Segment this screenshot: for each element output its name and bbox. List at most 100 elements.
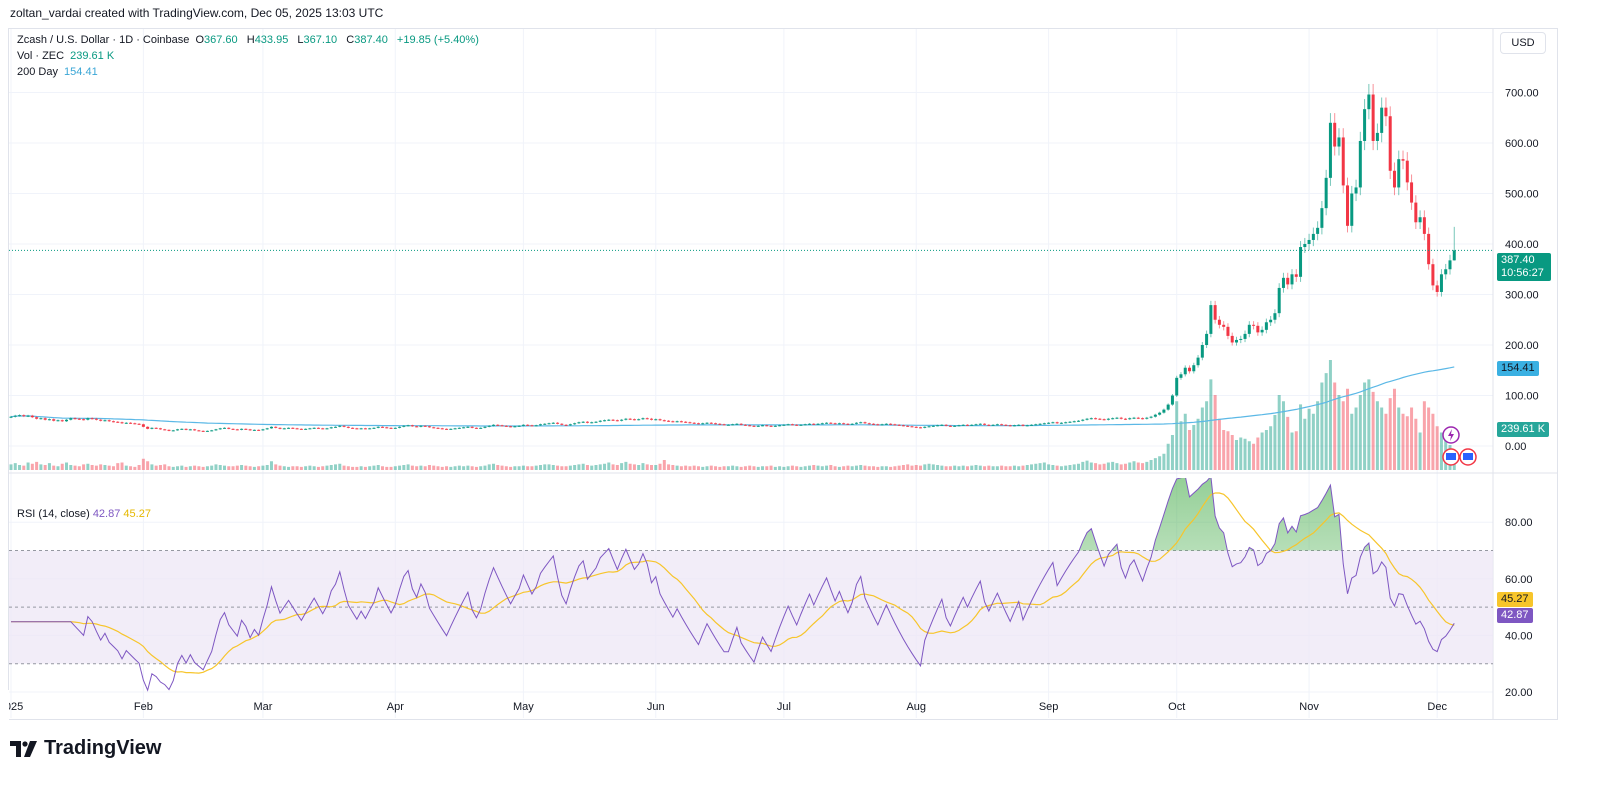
candles	[9, 83, 1456, 432]
candle	[1200, 341, 1204, 361]
volume-bar	[1038, 463, 1042, 470]
candle	[423, 425, 427, 427]
candle-body	[884, 423, 888, 425]
candle	[500, 424, 504, 427]
close-label: C	[346, 34, 355, 46]
candle-body	[150, 427, 154, 429]
volume-bar	[568, 465, 572, 470]
candle-body	[538, 424, 542, 426]
candle	[73, 417, 77, 420]
candle-body	[1017, 424, 1021, 426]
candle	[1281, 272, 1285, 293]
volume-bar	[701, 466, 705, 470]
volume-bar	[769, 465, 773, 470]
candle	[94, 417, 98, 421]
volume-bar	[521, 465, 525, 470]
volume-bar	[9, 464, 13, 470]
volume-bar	[43, 465, 47, 470]
volume-bar	[816, 465, 820, 470]
candle-body	[504, 425, 508, 427]
ma-legend[interactable]: 200 Day 154.41	[17, 66, 101, 78]
candle	[1064, 421, 1068, 424]
candle-body	[223, 427, 226, 429]
candle	[231, 428, 235, 430]
volume-bar	[1047, 464, 1051, 470]
candle-body	[52, 419, 56, 421]
candle	[1136, 416, 1140, 420]
tradingview-logo[interactable]: TradingView	[10, 737, 161, 760]
candle	[987, 424, 991, 426]
volume-bar	[1205, 401, 1209, 470]
candle-body	[120, 422, 124, 424]
candle-body	[470, 426, 474, 428]
volume-bar	[1042, 462, 1046, 470]
volume-bar	[99, 464, 103, 470]
volume-bar	[129, 466, 133, 470]
currency-button[interactable]: USD	[1500, 32, 1546, 54]
volume-legend[interactable]: Vol · ZEC 239.61 K	[17, 50, 117, 62]
candle	[645, 417, 649, 420]
candle-body	[86, 418, 90, 420]
tradingview-logo-icon	[10, 740, 37, 757]
candle	[1264, 318, 1268, 334]
volume-bar	[103, 465, 107, 470]
candle	[573, 422, 577, 425]
candle-body	[1281, 277, 1285, 288]
volume-bar	[69, 465, 73, 470]
volume-bar	[1162, 453, 1166, 470]
candle-body	[295, 428, 299, 430]
candle-body	[240, 428, 244, 430]
candle	[1294, 269, 1298, 282]
candle	[141, 423, 145, 428]
candle-body	[726, 424, 730, 426]
candle	[897, 424, 901, 426]
volume-bar	[1324, 373, 1328, 470]
rsi-legend[interactable]: RSI (14, close) 42.87 45.27	[17, 508, 151, 520]
candle-body	[1260, 329, 1264, 333]
candle	[1358, 131, 1362, 196]
volume-bar	[269, 461, 273, 470]
candle	[620, 418, 624, 422]
volume-bar	[509, 466, 513, 470]
candle	[696, 422, 700, 425]
candle	[342, 425, 346, 428]
candle-body	[368, 428, 372, 430]
time-tick-label: Dec	[1427, 701, 1447, 713]
candle-body	[419, 425, 423, 427]
candle	[538, 423, 542, 426]
candle	[1371, 83, 1375, 151]
candle	[18, 414, 22, 417]
candle-body	[1213, 305, 1217, 320]
candle	[509, 425, 513, 428]
volume-bar	[223, 465, 226, 470]
candle-body	[667, 420, 671, 422]
candle-body	[457, 427, 461, 429]
candle	[1149, 415, 1153, 419]
candle	[248, 428, 252, 431]
volume-bar	[308, 465, 312, 470]
volume-bar	[500, 465, 504, 470]
candle-body	[1299, 247, 1303, 277]
volume-bar	[641, 463, 645, 470]
volume-bar	[782, 466, 786, 470]
candle	[1290, 269, 1294, 290]
candle	[52, 418, 56, 422]
candle	[1042, 422, 1046, 425]
volume-bar	[1303, 418, 1307, 470]
volume-bar	[987, 465, 991, 470]
candle	[654, 418, 658, 421]
volume-bar	[637, 465, 641, 470]
candle-body	[22, 415, 26, 417]
volume-bar	[248, 466, 252, 470]
volume-bar	[1252, 443, 1256, 470]
candle	[1384, 97, 1388, 127]
candle-body	[850, 423, 854, 425]
candle-body	[453, 428, 457, 430]
volume-bar	[671, 465, 675, 470]
volume-bar	[218, 465, 222, 470]
candle-body	[1004, 424, 1008, 426]
volume-bar	[372, 465, 376, 470]
symbol-title[interactable]: Zcash / U.S. Dollar · 1D · Coinbase	[17, 34, 190, 46]
candle-body	[688, 422, 692, 424]
